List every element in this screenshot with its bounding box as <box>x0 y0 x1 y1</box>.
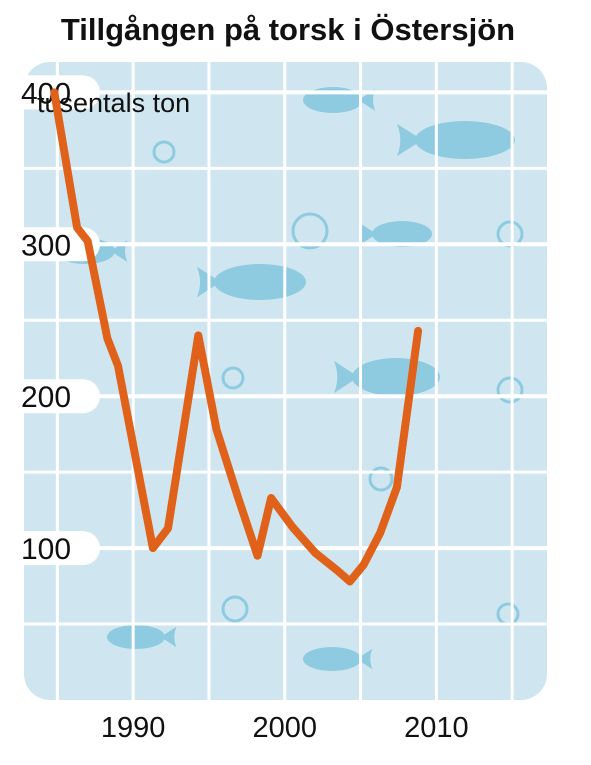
y-tick-label: 400 <box>21 77 71 110</box>
y-tick-label-background <box>0 227 100 262</box>
y-tick-label: 200 <box>21 381 71 414</box>
y-axis-label: tusentals ton <box>37 88 190 118</box>
fish-icon <box>359 221 432 247</box>
bubble-icon <box>221 366 245 390</box>
bubble-icon <box>496 376 524 404</box>
y-tick-label: 100 <box>21 533 71 566</box>
data-point <box>362 563 366 567</box>
data-point <box>395 485 399 489</box>
grid-lines <box>24 62 547 700</box>
bubble-icon <box>221 595 249 623</box>
fish-icon <box>333 358 440 396</box>
chart-title: Tillgången på torsk i Östersjön <box>61 12 515 47</box>
data-point <box>255 554 259 558</box>
data-point <box>416 329 420 333</box>
x-tick-label: 1990 <box>101 712 166 744</box>
y-tick-label-background <box>0 379 100 414</box>
fish-icon <box>303 647 373 671</box>
series-line <box>50 88 423 586</box>
x-tick-label: 2000 <box>252 712 317 744</box>
fish-icon <box>107 625 177 649</box>
data-point <box>151 546 155 550</box>
bubble-icon <box>368 466 394 492</box>
y-tick-labels: 100 200 300 400 <box>0 75 100 566</box>
x-tick-label: 2010 <box>404 712 469 744</box>
y-tick-label-background <box>0 531 100 566</box>
x-tick-labels: 1990 2000 2010 <box>101 712 469 744</box>
data-point <box>378 531 382 535</box>
decorations <box>55 87 524 671</box>
data-point <box>236 494 240 498</box>
data-point <box>313 551 317 555</box>
bubble-icon <box>291 212 329 250</box>
data-point <box>215 428 219 432</box>
data-point <box>348 580 352 584</box>
data-point <box>105 336 109 340</box>
data-point <box>52 90 56 94</box>
data-point <box>75 226 79 230</box>
y-tick-label: 300 <box>21 229 71 262</box>
data-point <box>116 364 120 368</box>
fish-icon <box>396 121 515 159</box>
data-point <box>166 526 170 530</box>
data-point <box>290 525 294 529</box>
y-tick-label-background <box>0 75 100 110</box>
data-point <box>336 569 340 573</box>
data-point <box>196 333 200 337</box>
data-point <box>86 239 90 243</box>
data-point <box>269 496 273 500</box>
bubble-icon <box>152 140 176 164</box>
